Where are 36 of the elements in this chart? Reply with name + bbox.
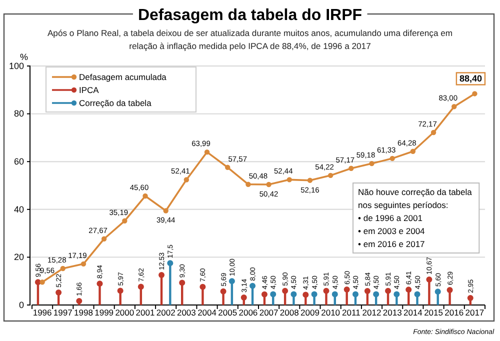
x-tick-label: 2001 — [136, 308, 155, 318]
x-tick-label: 2003 — [176, 308, 196, 318]
x-tick-label: 2015 — [424, 308, 444, 318]
x-tick-label: 1998 — [74, 308, 94, 318]
x-tick-label: 2013 — [382, 308, 402, 318]
y-tick-label: 40 — [14, 204, 24, 214]
y-tick-label: 80 — [14, 108, 24, 119]
x-tick-label: 2011 — [342, 308, 361, 318]
x-tick-label: 2016 — [444, 308, 464, 318]
legend-label: Defasagem acumulada — [79, 72, 167, 82]
y-axis-title: % — [20, 52, 28, 62]
x-tick-label: 2006 — [238, 308, 258, 318]
x-tick-label: 2008 — [280, 308, 300, 318]
data-label: 88,40 — [459, 74, 482, 84]
y-tick-label: 60 — [14, 156, 24, 166]
y-tick-label: 100 — [8, 60, 24, 71]
x-tick-label: 2009 — [300, 308, 320, 318]
x-tick-label: 2010 — [321, 308, 340, 318]
x-tick-label: 2017 — [465, 308, 484, 318]
x-tick-label: 1996 — [32, 308, 52, 318]
x-tick-label: 2012 — [362, 308, 382, 318]
legend-label: IPCA — [79, 85, 100, 95]
x-tick-label: 2007 — [259, 308, 279, 318]
y-tick-label: 0 — [18, 300, 24, 310]
x-tick-label: 2002 — [156, 308, 176, 318]
legend-label: Correção da tabela — [79, 98, 152, 108]
x-tick-label: 1999 — [94, 308, 114, 318]
chart-title: Defasagem da tabela do IRPF — [138, 7, 362, 24]
x-tick-label: 2004 — [198, 308, 217, 318]
chart-subtitle: Após o Plano Real, a tabela deixou de ser atualizada durante muitos anos, acumulando uma diferença em relação à inflação medida pelo IPCA de 88,4%, de 1996 a 2017 — [47, 28, 453, 51]
y-tick-label: 20 — [14, 252, 24, 262]
x-tick-label: 1997 — [53, 308, 73, 318]
x-tick-label: 2014 — [403, 308, 423, 318]
x-tick-label: 2005 — [218, 308, 238, 318]
annotation: Não houve correção da tabela nos seguintes períodos: • de 1996 a 2001 • em 2003 e 2004 • em 2016 e 2017 — [358, 187, 472, 249]
x-tick-label: 2000 — [115, 308, 134, 318]
